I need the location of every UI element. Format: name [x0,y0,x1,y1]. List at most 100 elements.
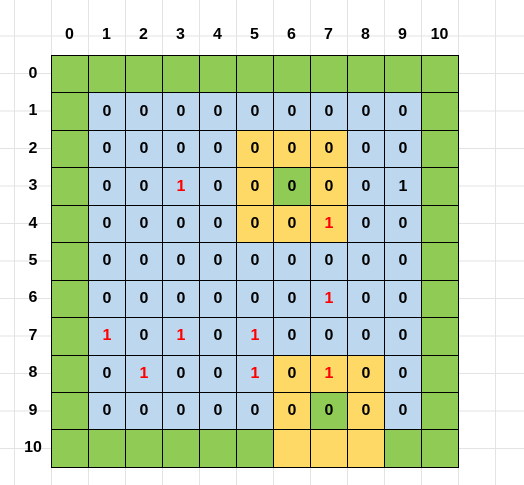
grid-cell-r2-c3: 0 [163,130,200,169]
grid-cell-r1-c7: 0 [311,93,348,131]
column-label-3: 3 [176,26,185,43]
grid-cell-r6-c4: 0 [200,280,237,319]
grid-cell-r1-c9: 0 [385,93,422,131]
grid-cell-r3-c2: 0 [126,168,163,206]
grid-cell-r2-c8: 0 [348,130,385,169]
cell-value: 1 [250,327,260,345]
grid-cell-r10-c6 [274,430,311,468]
grid-cell-r9-c0 [52,392,89,431]
grid-cell-r0-c5 [237,56,274,94]
cell-value: 0 [139,102,149,120]
grid-cell-r9-c1: 0 [89,392,126,431]
grid-cell-r1-c0 [52,93,89,131]
cell-value: 0 [176,289,186,307]
cell-value: 0 [361,289,371,307]
grid-cell-r10-c9 [385,430,422,468]
grid-cell-r5-c9: 0 [385,243,422,281]
cell-value: 0 [213,102,223,120]
cell-value: 0 [324,252,334,270]
cell-value: 0 [250,252,260,270]
column-label-9: 9 [398,26,407,43]
grid-cell-r4-c6: 0 [274,205,311,244]
cell-value: 0 [139,140,149,158]
cell-value: 0 [361,140,371,158]
grid-cell-r9-c9: 0 [385,392,422,431]
grid-cell-r7-c7: 0 [311,318,348,356]
row-label-4: 4 [28,214,38,232]
column-label-4: 4 [213,26,222,43]
grid-cell-r7-c9: 0 [385,318,422,356]
cell-value: 1 [324,364,334,382]
grid-cell-r9-c2: 0 [126,392,163,431]
grid-cell-r1-c4: 0 [200,93,237,131]
cell-value: 0 [102,252,112,270]
cell-value: 0 [250,214,260,232]
cell-value: 0 [287,289,297,307]
cell-value: 0 [250,402,260,420]
cell-value: 0 [287,102,297,120]
row-label-3: 3 [28,177,38,195]
column-label-0: 0 [65,26,74,43]
cell-value: 0 [176,402,186,420]
cell-value: 0 [398,289,408,307]
grid-cell-r0-c2 [126,56,163,94]
grid-cell-r1-c6: 0 [274,93,311,131]
grid-cell-r5-c8: 0 [348,243,385,281]
grid-cell-r10-c5 [237,430,274,468]
grid-cell-r3-c10 [422,168,459,206]
grid-cell-r8-c2: 1 [126,355,163,393]
grid-cell-r5-c2: 0 [126,243,163,281]
grid-cell-r0-c1 [89,56,126,94]
cell-value: 0 [213,402,223,420]
grid-cell-r9-c6: 0 [274,392,311,431]
grid-cell-r7-c8: 0 [348,318,385,356]
cell-value: 0 [287,252,297,270]
grid-cell-r6-c7: 1 [311,280,348,319]
grid-cell-r3-c8: 0 [348,168,385,206]
cell-value: 0 [176,140,186,158]
grid-cell-r3-c4: 0 [200,168,237,206]
grid-cell-r0-c4 [200,56,237,94]
cell-value: 0 [250,177,260,195]
grid-cell-r10-c3 [163,430,200,468]
grid-cell-r1-c1: 0 [89,93,126,131]
row-label-8: 8 [28,364,38,382]
grid-cell-r8-c10 [422,355,459,393]
grid-cell-r9-c5: 0 [237,392,274,431]
grid-cell-r3-c1: 0 [89,168,126,206]
grid-cell-r6-c9: 0 [385,280,422,319]
grid-cell-r5-c0 [52,243,89,281]
cell-value: 0 [361,102,371,120]
cell-value: 1 [324,214,334,232]
cell-value: 0 [102,177,112,195]
column-label-5: 5 [250,26,259,43]
cell-value: 0 [213,364,223,382]
column-label-1: 1 [102,26,111,43]
cell-value: 0 [287,402,297,420]
cell-value: 0 [176,214,186,232]
grid-cell-r8-c9: 0 [385,355,422,393]
cell-value: 0 [139,214,149,232]
grid-cell-r10-c2 [126,430,163,468]
cell-value: 0 [176,364,186,382]
column-label-6: 6 [287,26,296,43]
cell-value: 0 [324,177,334,195]
grid-cell-r8-c3: 0 [163,355,200,393]
grid-cell-r0-c0 [52,56,89,94]
cell-value: 0 [361,177,371,195]
grid-cell-r9-c4: 0 [200,392,237,431]
grid-cell-r6-c3: 0 [163,280,200,319]
row-label-1: 1 [28,102,38,120]
grid-cell-r2-c0 [52,130,89,169]
cell-value: 1 [250,364,260,382]
cell-value: 0 [398,252,408,270]
grid-cell-r10-c10 [422,430,459,468]
row-label-2: 2 [28,139,38,157]
grid-cell-r1-c5: 0 [237,93,274,131]
grid-cell-r0-c6 [274,56,311,94]
grid-cell-r7-c1: 1 [89,318,126,356]
cell-value: 0 [287,364,297,382]
grid-cell-r5-c4: 0 [200,243,237,281]
grid-cell-r2-c4: 0 [200,130,237,169]
